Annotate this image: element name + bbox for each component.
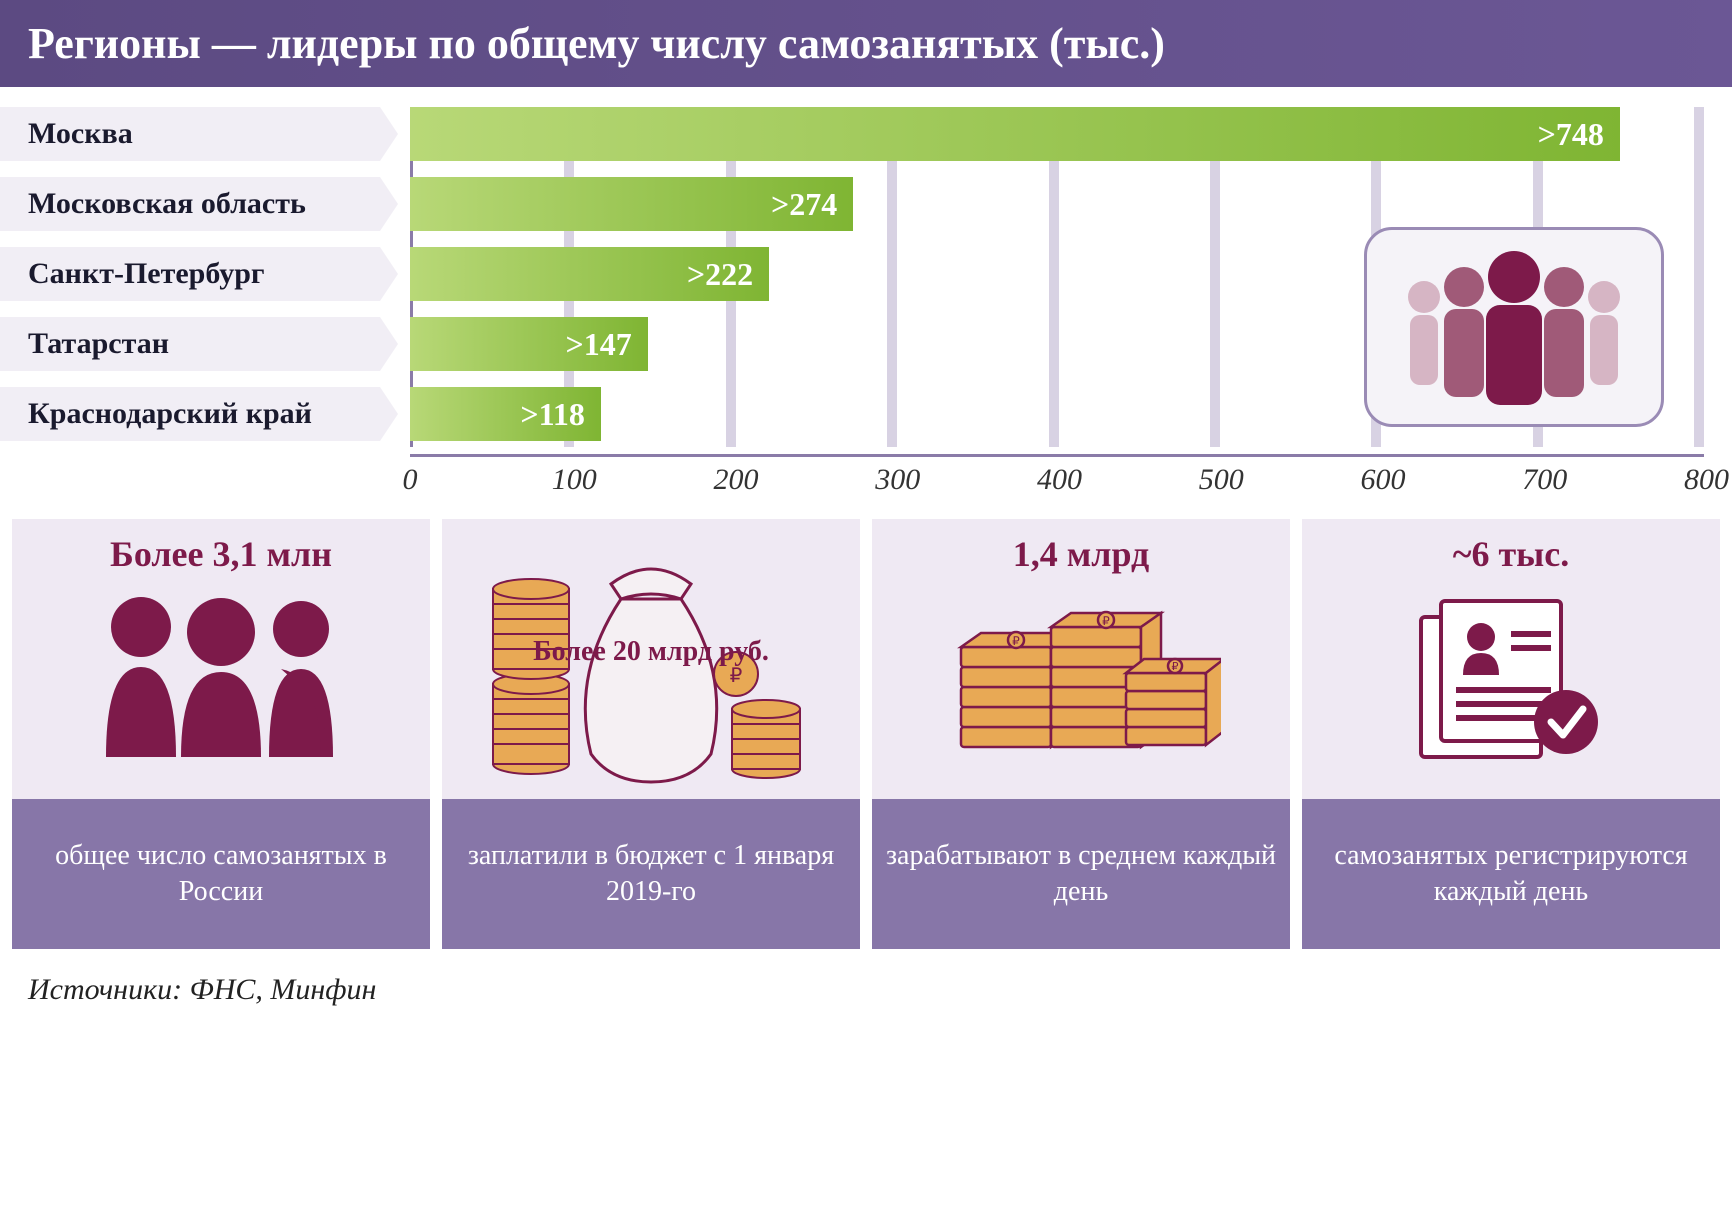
chart-label: Краснодарский край bbox=[0, 387, 380, 441]
chart-label: Московская область bbox=[0, 177, 380, 231]
stat-value: Более 3,1 млн bbox=[110, 533, 332, 575]
chart-bar: >748 bbox=[410, 107, 1620, 161]
svg-text:₽: ₽ bbox=[730, 665, 743, 687]
axis-tick-label: 200 bbox=[714, 463, 754, 497]
source-text: Источники: ФНС, Минфин bbox=[0, 961, 1732, 1019]
axis-tick-label: 700 bbox=[1522, 463, 1562, 497]
stat-caption: заплатили в бюджет с 1 января 2019-го bbox=[442, 799, 860, 949]
chart-label: Москва bbox=[0, 107, 380, 161]
stats-row: Более 3,1 млн общее число самозанятых в … bbox=[0, 507, 1732, 961]
people-group-icon bbox=[1364, 227, 1664, 427]
chart-x-axis: 0100200300400500600700800 bbox=[410, 454, 1704, 497]
stat-card-total: Более 3,1 млн общее число самозанятых в … bbox=[12, 519, 430, 949]
bar-chart: Москва Московская область Санкт-Петербур… bbox=[0, 87, 1732, 507]
stat-visual: Более 3,1 млн bbox=[12, 519, 430, 799]
chart-category-labels: Москва Московская область Санкт-Петербур… bbox=[0, 107, 380, 497]
stat-caption: зарабатывают в среднем каждый день bbox=[872, 799, 1290, 949]
stat-card-budget: ₽ Более 20 млрд руб. заплатили в бюджет … bbox=[442, 519, 860, 949]
chart-bar: >274 bbox=[410, 177, 853, 231]
svg-text:₽: ₽ bbox=[1102, 614, 1110, 628]
document-check-icon bbox=[1401, 587, 1621, 767]
stat-caption: общее число самозанятых в России bbox=[12, 799, 430, 949]
axis-tick-label: 100 bbox=[552, 463, 592, 497]
page-title: Регионы — лидеры по общему числу самозан… bbox=[0, 0, 1732, 87]
axis-tick-label: 300 bbox=[875, 463, 915, 497]
stat-caption: самозанятых регистрируются каждый день bbox=[1302, 799, 1720, 949]
chart-plot-area: >748>274>222>147>118 0100200300400500600… bbox=[410, 107, 1704, 497]
axis-tick-label: 400 bbox=[1037, 463, 1077, 497]
axis-tick-label: 600 bbox=[1361, 463, 1401, 497]
axis-tick-label: 800 bbox=[1684, 463, 1724, 497]
svg-text:₽: ₽ bbox=[1172, 661, 1179, 673]
chart-bar: >222 bbox=[410, 247, 769, 301]
chart-label: Татарстан bbox=[0, 317, 380, 371]
chart-label: Санкт-Петербург bbox=[0, 247, 380, 301]
people-silhouette-icon bbox=[81, 587, 361, 757]
stat-visual: ~6 тыс. bbox=[1302, 519, 1720, 799]
money-stack-icon: ₽ ₽ ₽ bbox=[941, 587, 1221, 767]
axis-tick-label: 0 bbox=[390, 463, 430, 497]
svg-text:₽: ₽ bbox=[1012, 634, 1020, 648]
axis-tick-label: 500 bbox=[1199, 463, 1239, 497]
stat-card-daily-earn: 1,4 млрд ₽ ₽ bbox=[872, 519, 1290, 949]
stat-card-daily-register: ~6 тыс. самозанятых регистрируются кажды… bbox=[1302, 519, 1720, 949]
stat-visual: ₽ Более 20 млрд руб. bbox=[442, 519, 860, 799]
stat-value: Более 20 млрд руб. bbox=[442, 637, 860, 668]
chart-bar: >118 bbox=[410, 387, 601, 441]
chart-bar: >147 bbox=[410, 317, 648, 371]
stat-visual: 1,4 млрд ₽ ₽ bbox=[872, 519, 1290, 799]
stat-value: 1,4 млрд bbox=[1013, 533, 1149, 575]
stat-value: ~6 тыс. bbox=[1453, 533, 1570, 575]
